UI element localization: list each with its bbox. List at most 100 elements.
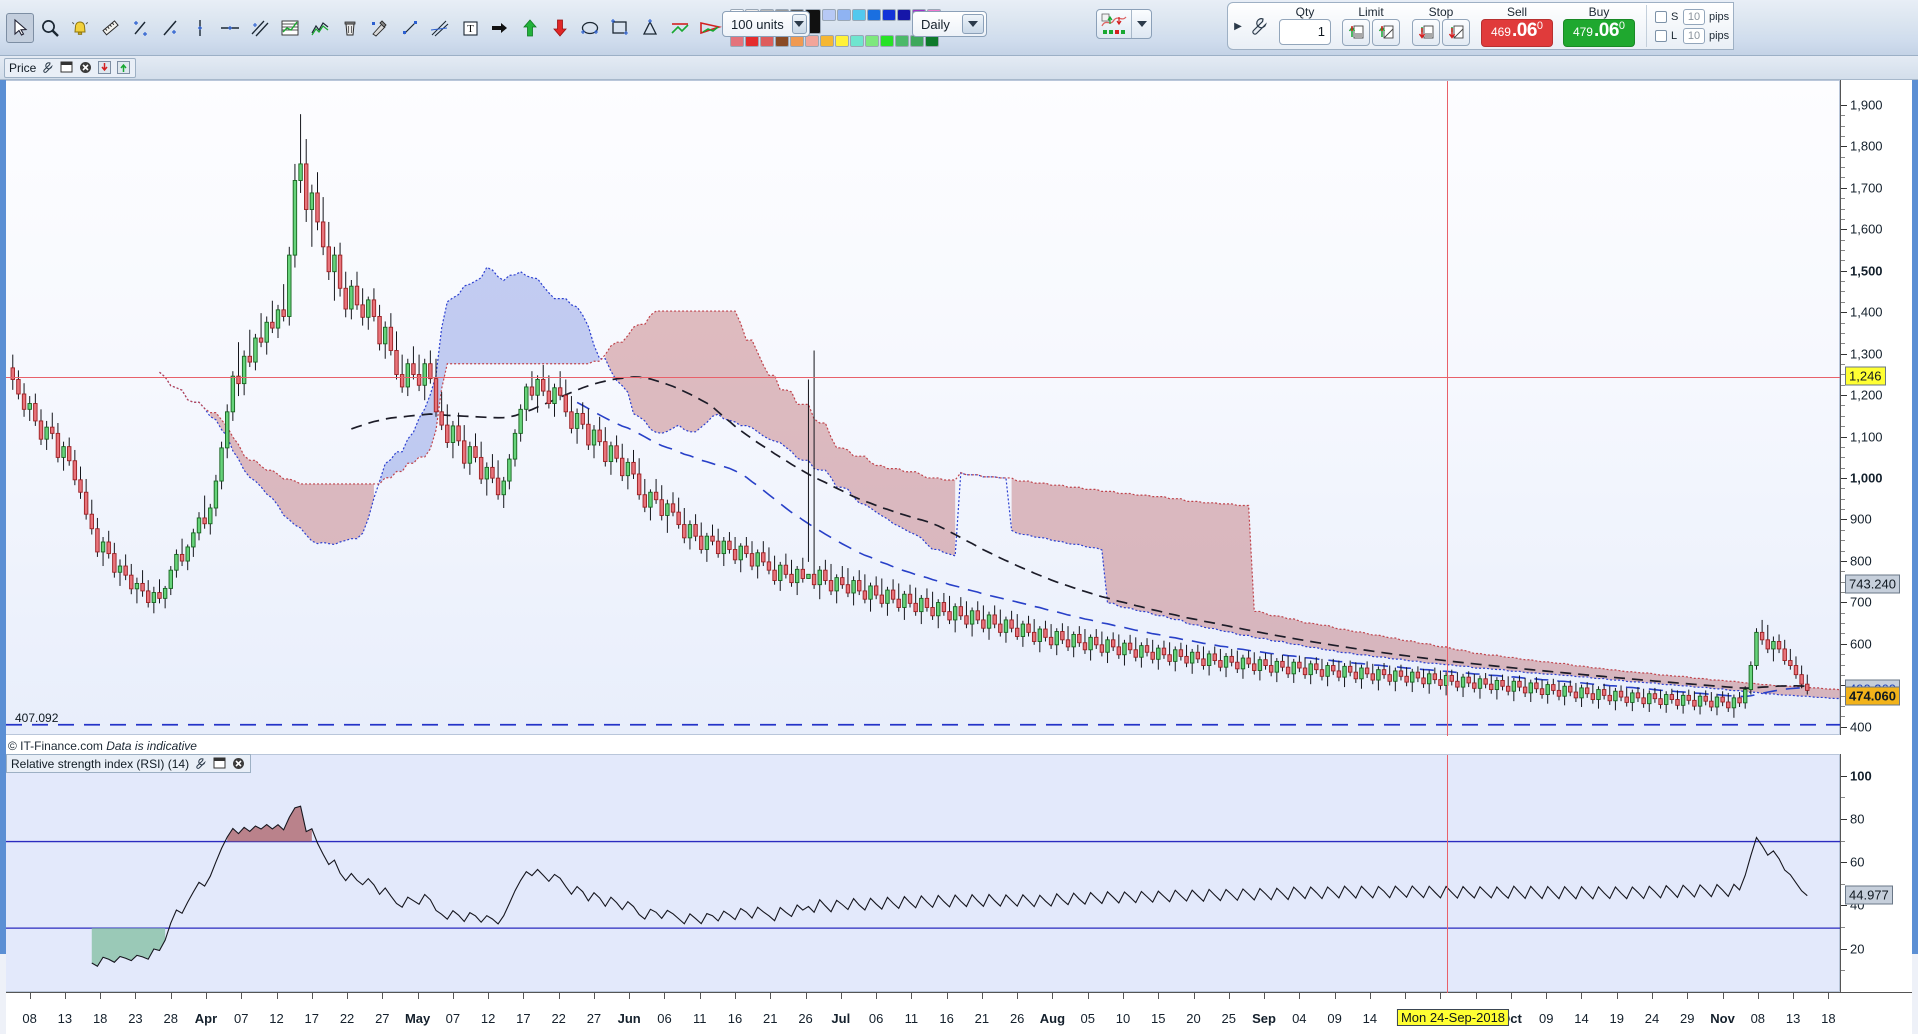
chevron-down-icon[interactable] (962, 14, 984, 34)
horizontal-line-tool[interactable] (216, 13, 244, 43)
axis-tick-minor (1841, 550, 1845, 552)
fan-tool[interactable] (426, 13, 454, 43)
date-tick (770, 993, 772, 999)
move-up-icon[interactable] (116, 60, 131, 75)
limit-checkbox[interactable] (1655, 29, 1667, 42)
zoom-tool[interactable] (36, 13, 64, 43)
buy-button[interactable]: 479.06 0 (1563, 19, 1635, 47)
price-axis-label: 1,600 (1850, 221, 1883, 237)
price-pane-chip: Price (4, 57, 137, 78)
color-swatch[interactable] (895, 34, 909, 47)
alert-tool[interactable] (66, 13, 94, 43)
axis-tick (1841, 353, 1847, 355)
units-value: 100 units (731, 16, 784, 32)
arrow-tool[interactable] (486, 13, 514, 43)
price-axis-label: 1,700 (1850, 180, 1883, 196)
rsi-value-tag[interactable]: 44.977 (1845, 885, 1893, 905)
wedge-tool[interactable] (696, 13, 724, 43)
date-tick (488, 993, 490, 999)
date-axis[interactable]: 08 13 18 23 28 Apr 07 12 17 22 27 May 07 12 17 22 27 Jun 0… (6, 992, 1912, 1034)
chevron-down-icon[interactable] (1132, 10, 1151, 38)
axis-tick-minor (1841, 797, 1845, 799)
trendline-tool[interactable] (156, 13, 184, 43)
units-selector[interactable]: 100 units (722, 11, 810, 37)
chevron-down-icon[interactable] (791, 14, 807, 34)
indicators-button[interactable] (1096, 9, 1152, 39)
triangle-tool[interactable] (636, 13, 664, 43)
ruler-tool[interactable] (96, 13, 124, 43)
cloud-top-tag[interactable]: 743.240 (1845, 574, 1900, 594)
price-chart-pane[interactable]: 407.092 (6, 80, 1918, 736)
down-arrow-tool[interactable] (546, 13, 574, 43)
text-tool[interactable]: T (456, 13, 484, 43)
parallel-lines-tool[interactable] (246, 13, 274, 43)
color-swatch[interactable] (805, 34, 819, 47)
color-swatch[interactable] (897, 8, 911, 21)
date-axis-label: 19 (1609, 1011, 1624, 1026)
price-settings-icon[interactable] (40, 60, 55, 75)
crosshair-date-tag[interactable]: Mon 24-Sep-2018 (1396, 1009, 1510, 1026)
timeframe-selector[interactable]: Daily (912, 11, 987, 37)
color-swatch[interactable] (850, 34, 864, 47)
rectangle-tool[interactable] (606, 13, 634, 43)
up-arrow-tool[interactable] (516, 13, 544, 43)
zigzag-tool[interactable] (306, 13, 334, 43)
stop-buy-button[interactable] (1412, 19, 1440, 46)
color-swatch[interactable] (837, 8, 851, 21)
stop-checkbox[interactable] (1655, 10, 1667, 23)
date-tick (1158, 993, 1160, 999)
limit-buy-button[interactable] (1342, 19, 1370, 46)
rsi-close-icon[interactable] (231, 756, 246, 771)
segment-tool[interactable] (126, 13, 154, 43)
pips-controls: S 10 pips L 10 pips (1646, 5, 1729, 47)
date-tick (1828, 993, 1830, 999)
rsi-axis[interactable]: 100 80 60 40 20 44.977 (1840, 754, 1912, 992)
last-price-tag[interactable]: 1,246 (1845, 366, 1886, 386)
stop-sell-button[interactable] (1442, 19, 1470, 46)
expand-panel-icon[interactable]: ▶ (1234, 20, 1242, 32)
price-window-icon[interactable] (59, 60, 74, 75)
date-axis-label: Jul (831, 1011, 851, 1026)
limit-sell-button[interactable] (1372, 19, 1400, 46)
settings-tool[interactable] (366, 13, 394, 43)
price-axis-label: 900 (1850, 511, 1872, 527)
date-tick (452, 993, 454, 999)
close-icon[interactable] (78, 60, 93, 75)
price-axis[interactable]: 1,900 1,800 1,700 1,600 1,500 1,400 1,300 1,200… (1840, 80, 1912, 735)
fibonacci-tool[interactable] (276, 13, 304, 43)
axis-tick (1841, 775, 1847, 777)
order-settings-button[interactable] (1244, 5, 1274, 47)
date-axis-label: 12 (269, 1011, 284, 1026)
color-swatch[interactable] (852, 8, 866, 21)
color-swatch[interactable] (880, 34, 894, 47)
move-down-icon[interactable] (97, 60, 112, 75)
rsi-chart-pane[interactable] (6, 754, 1840, 993)
date-axis-label: 18 (92, 1011, 108, 1026)
date-axis-label: 22 (339, 1011, 355, 1026)
vertical-line-tool[interactable] (186, 13, 214, 43)
axis-tick-minor (1841, 509, 1845, 511)
color-swatch[interactable] (835, 34, 849, 47)
rsi-settings-icon[interactable] (193, 756, 208, 771)
date-tick (664, 993, 666, 999)
qty-input[interactable]: 1 (1279, 19, 1331, 45)
color-swatch[interactable] (820, 34, 834, 47)
limit-pips-input[interactable]: 10 (1683, 27, 1705, 44)
date-tick (276, 993, 278, 999)
price-axis-label: 1,400 (1850, 304, 1883, 320)
ellipse-tool[interactable] (576, 13, 604, 43)
color-swatch[interactable] (822, 8, 836, 21)
sell-button[interactable]: 469.06 0 (1481, 19, 1553, 47)
date-axis-label: 24 (1644, 1011, 1660, 1026)
rsi-window-icon[interactable] (212, 756, 227, 771)
current-price-tag[interactable]: 474.060 (1845, 686, 1900, 706)
cursor-tool[interactable] (6, 12, 34, 43)
stop-pips-input[interactable]: 10 (1683, 8, 1705, 25)
channel-tool[interactable] (666, 13, 694, 43)
rsi-axis-label: 100 (1850, 768, 1872, 784)
delete-tool[interactable] (336, 13, 364, 43)
color-swatch[interactable] (867, 8, 881, 21)
pitchfork-tool[interactable] (396, 13, 424, 43)
color-swatch[interactable] (882, 8, 896, 21)
color-swatch[interactable] (865, 34, 879, 47)
